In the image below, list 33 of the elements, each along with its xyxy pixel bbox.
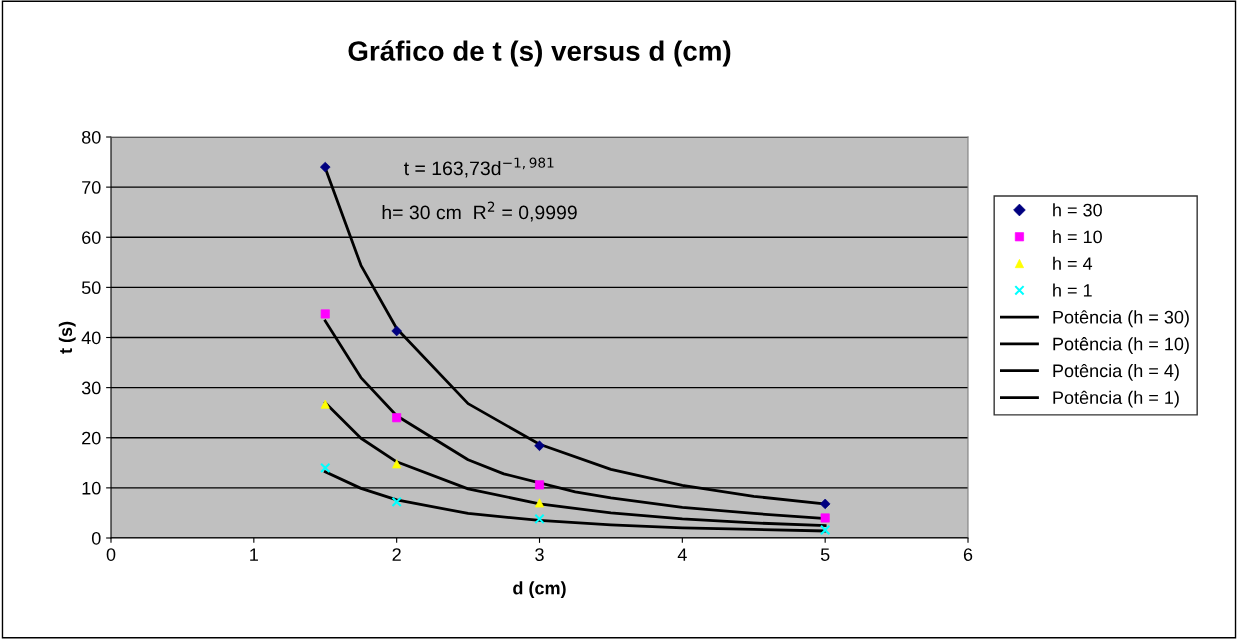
y-tick-label: 50: [81, 281, 101, 295]
x-tick-label: 0: [106, 548, 116, 561]
legend-label: h = 10: [1053, 230, 1102, 244]
x-tick-label: 4: [677, 548, 687, 561]
legend-label: Potência (h = 30): [1053, 310, 1189, 328]
y-tick-label: 0: [91, 531, 101, 545]
annotation: t = 163,73d$^{−1,981}$: [403, 157, 554, 178]
point: [819, 524, 831, 536]
y-tick-label: 60: [82, 231, 101, 244]
x-tick-label: 6: [963, 548, 973, 561]
legend-label: h = 1: [1053, 283, 1092, 297]
point: [534, 513, 545, 525]
y-axis-title: t (s): [58, 321, 76, 354]
y-tick-label: 10: [82, 481, 101, 495]
y-tick-label: 20: [82, 431, 101, 445]
y-tick-label: 70: [82, 181, 101, 194]
y-tick-label: 30: [81, 381, 101, 395]
legend-label: h = 4: [1053, 256, 1093, 270]
x-tick-label: 5: [820, 548, 830, 561]
x-axis-title: d (cm): [513, 581, 566, 599]
legend-label: Potência (h = 10): [1053, 337, 1189, 354]
x-tick-label: 2: [392, 548, 401, 561]
annotation: h= 30 cm R$^{2}$ = 0,9999: [382, 201, 577, 222]
legend-label: Potência (h = 4): [1053, 363, 1179, 381]
point: [391, 496, 402, 508]
x-tick-label: 3: [535, 548, 544, 561]
point: [320, 462, 331, 474]
y-tick-label: 80: [81, 130, 101, 144]
y-tick-label: 40: [81, 331, 101, 345]
legend-label: Potência (h = 1): [1053, 390, 1179, 408]
legend-label: h = 30: [1053, 203, 1102, 217]
x-tick-label: 1: [250, 548, 258, 561]
chart-title: Gráfico de t (s) versus d (cm): [348, 40, 731, 67]
